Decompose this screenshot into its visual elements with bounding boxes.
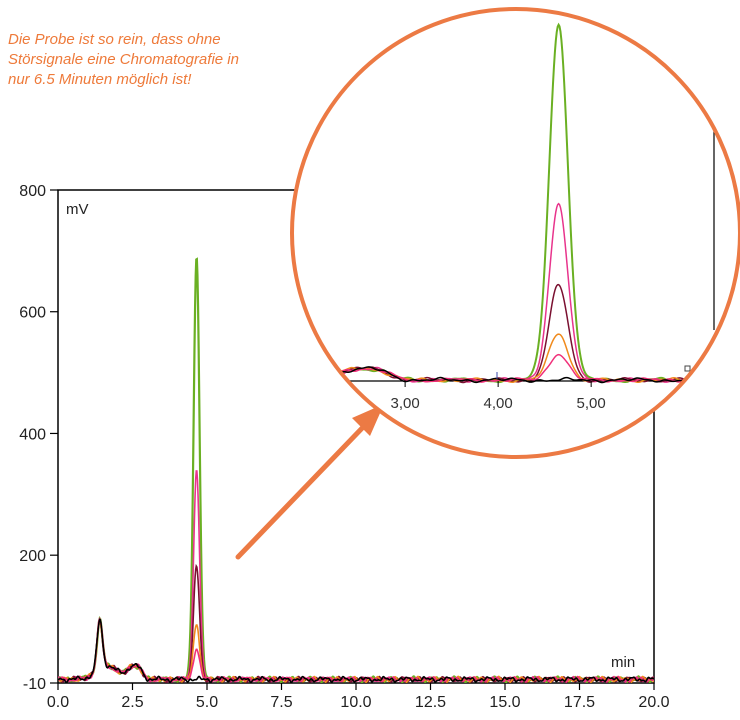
y-tick-label: 200 bbox=[19, 548, 46, 565]
magnifier-inset: 3,00 4,00 5,00 6,00 bbox=[290, 7, 740, 459]
x-tick-label: 20.0 bbox=[638, 694, 669, 711]
y-tick-label: 800 bbox=[19, 183, 46, 200]
inset-series-line bbox=[339, 353, 740, 383]
zoom-arrow bbox=[235, 404, 384, 560]
inset-x-tick-label: 6,00 bbox=[670, 395, 699, 412]
y-axis: -10 200 400 600 800 bbox=[19, 183, 58, 693]
magnifier-ring bbox=[290, 7, 740, 459]
y-tick-label: 400 bbox=[19, 426, 46, 443]
inset-series-line bbox=[339, 333, 740, 384]
inset-series-line bbox=[339, 366, 740, 384]
x-tick-label: 0.0 bbox=[47, 694, 69, 711]
y-tick-label: 600 bbox=[19, 305, 46, 322]
inset-x-tick-label: 5,00 bbox=[577, 395, 606, 412]
inset-series bbox=[339, 22, 740, 384]
series-line bbox=[58, 618, 654, 683]
annotation-note: Die Probe ist so rein, dass ohne Störsig… bbox=[8, 30, 308, 90]
x-tick-label: 2.5 bbox=[121, 694, 143, 711]
inset-x-tick-label: 4,00 bbox=[484, 395, 513, 412]
x-tick-label: 12.5 bbox=[415, 694, 446, 711]
series-line bbox=[58, 619, 654, 683]
x-axis-unit-label: min bbox=[611, 654, 635, 671]
y-tick-label: -10 bbox=[23, 676, 46, 693]
annotation-line-1: Die Probe ist so rein, dass ohne bbox=[8, 31, 221, 48]
y-axis-unit-label: mV bbox=[66, 201, 89, 218]
annotation-line-3: nur 6.5 Minuten möglich ist! bbox=[8, 71, 192, 88]
x-tick-label: 15.0 bbox=[489, 694, 520, 711]
series-line bbox=[58, 620, 654, 683]
x-tick-label: 10.0 bbox=[340, 694, 371, 711]
annotation-line-2: Störsignale eine Chromatografie in bbox=[8, 51, 239, 68]
x-tick-label: 5.0 bbox=[196, 694, 218, 711]
x-axis: 0.0 2.5 5.0 7.5 10.0 12.5 15.0 17.5 20.0 bbox=[47, 683, 670, 711]
x-tick-label: 7.5 bbox=[270, 694, 292, 711]
series-line bbox=[58, 563, 654, 683]
main-plot: -10 200 400 600 800 0.0 2.5 5.0 7.5 10.0 12.5 15.0… bbox=[19, 183, 669, 711]
x-tick-label: 17.5 bbox=[564, 694, 595, 711]
inset-x-tick-label: 3,00 bbox=[391, 395, 420, 412]
main-series bbox=[58, 257, 654, 683]
inset-marker-2 bbox=[684, 365, 691, 372]
series-line bbox=[58, 470, 654, 683]
